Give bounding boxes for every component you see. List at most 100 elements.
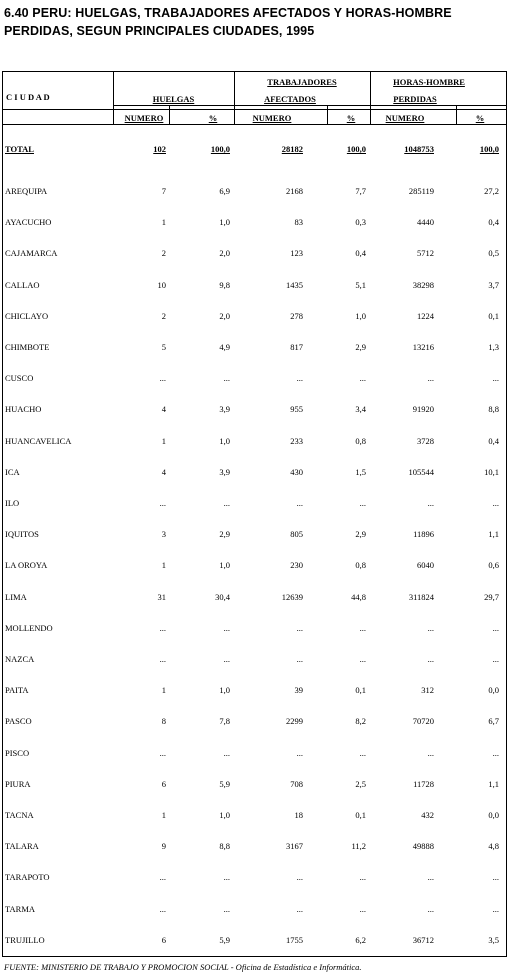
- cell-city: ILO: [5, 498, 20, 508]
- cell-trabajadores-numero: 278: [290, 310, 303, 321]
- cell-horas-numero: 105544: [408, 466, 435, 477]
- cell-trabajadores-pct: 8,2: [355, 716, 366, 727]
- title-line-1: 6.40 PERU: HUELGAS, TRABAJADORES AFECTAD…: [4, 6, 452, 20]
- header-horas-2: PERDIDAS: [393, 94, 437, 104]
- cell-huelgas-pct: 2,9: [219, 529, 230, 540]
- table-row: PASCO 8 7,8 2299 8,2 70720 6,7: [2, 716, 507, 730]
- cell-horas-pct: ...: [492, 498, 499, 508]
- cell-trabajadores-pct: 0,1: [355, 810, 366, 820]
- header-pct-huelgas: %: [208, 113, 218, 123]
- cell-horas-numero: 285119: [408, 186, 434, 196]
- cell-horas-pct: 100,0: [479, 144, 499, 154]
- cell-huelgas-numero: 1: [161, 685, 166, 696]
- table-row: AREQUIPA 7 6,9 2168 7,7 285119 27,2: [2, 186, 507, 200]
- cell-huelgas-pct: 6,9: [219, 186, 230, 196]
- cell-trabajadores-pct: ...: [359, 747, 366, 758]
- cell-huelgas-numero: 6: [161, 778, 166, 789]
- cell-horas-numero: 3728: [417, 435, 434, 446]
- cell-horas-numero: 1224: [417, 310, 434, 321]
- cell-trabajadores-pct: 2,5: [355, 778, 366, 789]
- cell-city: CHICLAYO: [5, 310, 49, 321]
- cell-huelgas-numero: 5: [161, 342, 166, 352]
- cell-horas-pct: ...: [492, 747, 499, 758]
- cell-huelgas-pct: ...: [223, 373, 230, 384]
- header-horas-1: HORAS-HOMBRE: [393, 77, 465, 87]
- cell-trabajadores-numero: 12639: [281, 591, 303, 602]
- cell-huelgas-pct: 3,9: [219, 404, 230, 415]
- cell-huelgas-pct: 5,9: [219, 934, 230, 945]
- cell-horas-pct: 0,4: [488, 217, 499, 228]
- cell-city: NAZCA: [5, 654, 35, 664]
- cell-horas-pct: 8,8: [488, 404, 499, 415]
- table-row: AYACUCHO 1 1,0 83 0,3 4440 0,4: [2, 217, 507, 231]
- cell-horas-pct: 0,5: [488, 248, 499, 259]
- table-row: CHIMBOTE 5 4,9 817 2,9 13216 1,3: [2, 342, 507, 356]
- cell-huelgas-numero: 8: [161, 716, 166, 727]
- cell-trabajadores-numero: 708: [290, 778, 303, 789]
- cell-trabajadores-numero: ...: [296, 654, 303, 664]
- cell-horas-numero: ...: [427, 872, 434, 883]
- cell-city: TRUJILLO: [5, 934, 45, 945]
- cell-trabajadores-numero: 430: [290, 466, 303, 477]
- title-line-2: PERDIDAS, SEGUN PRINCIPALES CIUDADES, 19…: [4, 24, 315, 38]
- cell-horas-numero: ...: [427, 903, 434, 914]
- cell-trabajadores-pct: 5,1: [355, 279, 366, 290]
- cell-trabajadores-pct: 0,3: [355, 217, 366, 228]
- cell-huelgas-numero: ...: [159, 654, 166, 664]
- table-row: MOLLENDO..................: [2, 623, 507, 637]
- cell-horas-numero: 1048753: [404, 144, 434, 154]
- page-title: 6.40 PERU: HUELGAS, TRABAJADORES AFECTAD…: [4, 4, 452, 40]
- cell-city: AYACUCHO: [5, 217, 52, 228]
- cell-huelgas-pct: ...: [223, 747, 230, 758]
- cell-huelgas-numero: ...: [159, 903, 166, 914]
- cell-horas-pct: 0,0: [488, 810, 499, 820]
- source-note: FUENTE: MINISTERIO DE TRABAJO Y PROMOCIO…: [4, 962, 362, 972]
- table-row: TRUJILLO 6 5,9 1755 6,2 36712 3,5: [2, 935, 507, 949]
- cell-huelgas-pct: ...: [223, 903, 230, 914]
- cell-horas-numero: 38298: [412, 279, 434, 290]
- table-row: HUACHO 4 3,9 955 3,4 91920 8,8: [2, 404, 507, 418]
- header-pct-horas: %: [475, 113, 485, 123]
- cell-horas-pct: 29,7: [484, 591, 499, 602]
- cell-trabajadores-pct: 3,4: [355, 404, 366, 415]
- cell-trabajadores-numero: ...: [296, 622, 303, 633]
- cell-trabajadores-numero: 955: [290, 404, 303, 415]
- cell-trabajadores-numero: 123: [290, 248, 303, 259]
- cell-huelgas-pct: 7,8: [219, 716, 230, 727]
- table-row: NAZCA..................: [2, 654, 507, 668]
- cell-city: IQUITOS: [5, 529, 39, 540]
- table-row: CAJAMARCA 2 2,0 123 0,4 5712 0,5: [2, 248, 507, 262]
- cell-trabajadores-pct: ...: [359, 872, 366, 883]
- cell-horas-numero: ...: [427, 747, 434, 758]
- cell-huelgas-numero: 1: [161, 810, 166, 820]
- col-sep-3: [234, 71, 235, 124]
- table-row: CUSCO..................: [2, 373, 507, 387]
- cell-horas-numero: ...: [427, 373, 434, 384]
- cell-city: TACNA: [5, 810, 34, 820]
- cell-trabajadores-pct: 0,8: [355, 435, 366, 446]
- cell-trabajadores-numero: 28182: [281, 144, 303, 154]
- cell-horas-pct: 6,7: [488, 716, 499, 727]
- cell-huelgas-pct: 1,0: [219, 810, 230, 820]
- cell-trabajadores-numero: 817: [290, 342, 303, 352]
- cell-city: CHIMBOTE: [5, 342, 50, 352]
- cell-huelgas-pct: 1,0: [219, 435, 230, 446]
- cell-trabajadores-pct: 1,0: [355, 310, 366, 321]
- cell-huelgas-pct: ...: [223, 498, 230, 508]
- header-divider-2: [2, 124, 507, 125]
- cell-trabajadores-numero: 233: [290, 435, 303, 446]
- header-pct-trabajadores: %: [346, 113, 356, 123]
- cell-trabajadores-pct: 2,9: [355, 529, 366, 540]
- table-row: PAITA 1 1,0 39 0,1 312 0,0: [2, 685, 507, 699]
- header-huelgas: HUELGAS: [152, 94, 195, 104]
- cell-huelgas-numero: 7: [161, 186, 166, 196]
- cell-horas-pct: 4,8: [488, 841, 499, 852]
- cell-huelgas-pct: 1,0: [219, 685, 230, 696]
- cell-horas-numero: ...: [427, 498, 434, 508]
- cell-huelgas-numero: 3: [161, 529, 166, 540]
- cell-huelgas-pct: 30,4: [215, 591, 230, 602]
- cell-trabajadores-pct: 0,8: [355, 560, 366, 571]
- cell-horas-numero: 5712: [417, 248, 434, 259]
- cell-city: PASCO: [5, 716, 32, 727]
- cell-horas-pct: 0,6: [488, 560, 499, 571]
